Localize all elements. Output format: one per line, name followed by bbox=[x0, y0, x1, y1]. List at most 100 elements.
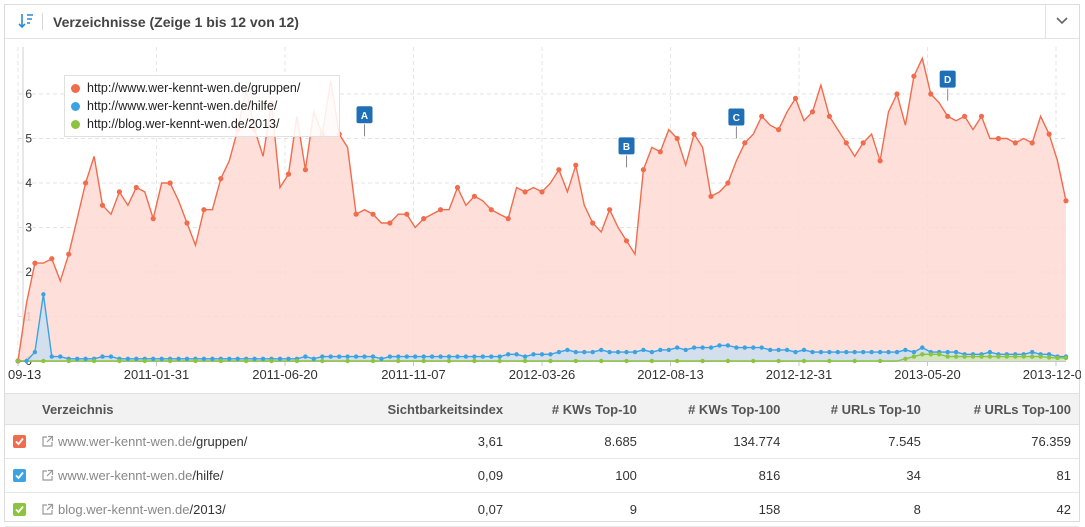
data-point bbox=[590, 349, 595, 355]
data-point bbox=[683, 347, 688, 353]
data-point bbox=[497, 358, 502, 364]
column-header-directory[interactable]: Verzeichnis bbox=[5, 393, 337, 425]
urls-top100-cell: 76.359 bbox=[928, 424, 1079, 459]
data-point bbox=[801, 358, 807, 364]
data-point bbox=[582, 349, 587, 355]
column-header-kws-top10[interactable]: # KWs Top-10 bbox=[511, 393, 645, 425]
data-point bbox=[945, 354, 950, 359]
series-checkbox[interactable] bbox=[13, 435, 26, 448]
directory-path[interactable]: /hilfe/ bbox=[192, 468, 224, 483]
directory-domain-link[interactable]: www.wer-kennt-wen.de bbox=[58, 434, 193, 449]
data-point bbox=[134, 356, 139, 361]
data-point bbox=[784, 347, 790, 353]
data-point bbox=[252, 356, 257, 361]
data-point bbox=[446, 358, 452, 364]
data-point bbox=[91, 358, 97, 364]
data-point bbox=[421, 358, 426, 364]
data-point bbox=[167, 180, 173, 186]
data-point bbox=[860, 140, 866, 146]
table-row: www.wer-kennt-wen.de/gruppen/ 3,61 8.685… bbox=[5, 424, 1079, 459]
annotation-label: D bbox=[944, 75, 951, 86]
data-point bbox=[700, 345, 705, 350]
collapse-button[interactable] bbox=[1045, 5, 1079, 38]
data-point bbox=[522, 354, 528, 359]
data-point bbox=[827, 349, 832, 355]
directory-cell: www.wer-kennt-wen.de/hilfe/ bbox=[5, 458, 337, 493]
external-link-icon[interactable] bbox=[41, 503, 54, 516]
data-point bbox=[302, 167, 308, 173]
data-point bbox=[176, 356, 181, 361]
data-point bbox=[877, 349, 883, 355]
data-point bbox=[506, 352, 511, 357]
data-point bbox=[962, 354, 967, 359]
data-point bbox=[379, 356, 384, 361]
data-point bbox=[303, 354, 308, 359]
data-point bbox=[531, 352, 536, 357]
series-area-gruppen bbox=[18, 58, 1066, 362]
directory-path[interactable]: /2013/ bbox=[189, 502, 226, 517]
data-point bbox=[438, 354, 443, 359]
data-point bbox=[269, 358, 274, 364]
data-point bbox=[32, 349, 38, 355]
data-point bbox=[362, 354, 367, 359]
data-point bbox=[691, 345, 697, 350]
data-point bbox=[675, 358, 680, 364]
data-point bbox=[41, 292, 46, 297]
data-point bbox=[607, 207, 613, 213]
data-point bbox=[1046, 352, 1052, 357]
data-point bbox=[962, 113, 968, 119]
urls-top10-cell: 7.545 bbox=[788, 424, 929, 459]
data-point bbox=[83, 356, 88, 361]
directory-path[interactable]: /gruppen/ bbox=[192, 434, 248, 449]
data-point bbox=[835, 349, 840, 355]
external-link-icon[interactable] bbox=[41, 469, 54, 482]
directory-domain-link[interactable]: blog.wer-kennt-wen.de bbox=[58, 502, 190, 517]
column-header-visibility-index[interactable]: Sichtbarkeitsindex bbox=[336, 393, 512, 425]
data-point bbox=[920, 345, 925, 350]
series-checkbox[interactable] bbox=[13, 469, 26, 482]
data-point bbox=[877, 358, 883, 364]
data-point bbox=[66, 358, 71, 364]
data-point bbox=[590, 220, 596, 226]
data-point bbox=[167, 358, 173, 364]
data-point bbox=[421, 216, 427, 222]
table-row: blog.wer-kennt-wen.de/2013/ 0,07 9 158 8… bbox=[5, 492, 1079, 527]
column-header-urls-top10[interactable]: # URLs Top-10 bbox=[788, 393, 929, 425]
column-header-urls-top100[interactable]: # URLs Top-100 bbox=[928, 393, 1079, 425]
column-header-kws-top100[interactable]: # KWs Top-100 bbox=[644, 393, 789, 425]
data-point bbox=[370, 358, 376, 364]
external-link-icon[interactable] bbox=[41, 435, 54, 448]
data-point bbox=[522, 189, 528, 195]
data-point bbox=[658, 347, 663, 353]
data-point bbox=[751, 358, 756, 364]
checkmark-icon bbox=[15, 471, 24, 480]
data-point bbox=[294, 358, 300, 364]
data-point bbox=[894, 349, 900, 355]
directory-domain-link[interactable]: www.wer-kennt-wen.de bbox=[58, 468, 193, 483]
data-point bbox=[632, 349, 638, 355]
data-point bbox=[615, 349, 621, 355]
checkmark-icon bbox=[15, 437, 24, 446]
data-point bbox=[201, 207, 207, 213]
data-point bbox=[218, 358, 223, 364]
annotation-label: B bbox=[623, 142, 630, 153]
legend-item-blog-2013[interactable]: http://blog.wer-kennt-wen.de/2013/ bbox=[71, 116, 279, 132]
data-point bbox=[184, 356, 190, 361]
data-point bbox=[539, 189, 545, 195]
data-point bbox=[1021, 354, 1026, 359]
data-point bbox=[100, 354, 105, 359]
legend-label: http://www.wer-kennt-wen.de/hilfe/ bbox=[87, 99, 278, 113]
series-area-blog-2013 bbox=[18, 354, 1066, 361]
data-point bbox=[210, 356, 215, 361]
data-point bbox=[937, 352, 942, 357]
data-point bbox=[640, 167, 647, 173]
data-point bbox=[573, 349, 578, 355]
legend-item-gruppen[interactable]: http://www.wer-kennt-wen.de/gruppen/ bbox=[71, 80, 300, 96]
y-tick-label: 2 bbox=[25, 265, 32, 279]
series-checkbox[interactable] bbox=[13, 503, 26, 516]
x-tick-label: 2012-03-26 bbox=[509, 367, 576, 382]
data-point bbox=[497, 354, 502, 359]
sort-icon[interactable] bbox=[18, 13, 34, 29]
legend-item-hilfe[interactable]: http://www.wer-kennt-wen.de/hilfe/ bbox=[71, 98, 277, 114]
data-point bbox=[675, 345, 680, 350]
